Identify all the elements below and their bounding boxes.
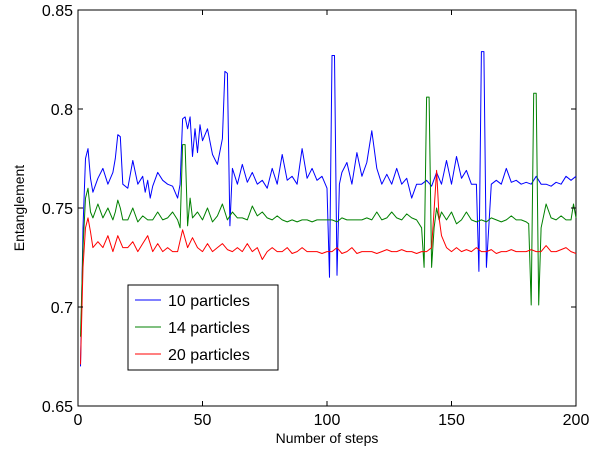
series-line-0 bbox=[80, 51, 577, 367]
legend-label-2: 20 particles bbox=[168, 347, 250, 364]
x-axis-label: Number of steps bbox=[276, 430, 379, 446]
y-tick-label: 0.85 bbox=[42, 3, 73, 20]
x-tick-label: 200 bbox=[563, 412, 590, 429]
series-line-1 bbox=[80, 92, 577, 337]
legend-label-0: 10 particles bbox=[168, 293, 250, 310]
legend-label-1: 14 particles bbox=[168, 320, 250, 337]
x-tick-label: 150 bbox=[438, 412, 465, 429]
legend-box bbox=[127, 284, 279, 371]
y-axis-label: Entanglement bbox=[11, 165, 27, 252]
y-tick-label: 0.7 bbox=[51, 300, 73, 317]
y-tick-label: 0.75 bbox=[42, 201, 73, 218]
x-tick-label: 0 bbox=[74, 412, 83, 429]
y-tick-label: 0.65 bbox=[42, 399, 73, 416]
series-line-2 bbox=[80, 169, 577, 365]
y-tick-label: 0.8 bbox=[51, 102, 73, 119]
legend: 10 particles 14 particles 20 particles bbox=[127, 284, 279, 371]
x-tick-label: 100 bbox=[314, 412, 341, 429]
x-tick-label: 50 bbox=[194, 412, 212, 429]
